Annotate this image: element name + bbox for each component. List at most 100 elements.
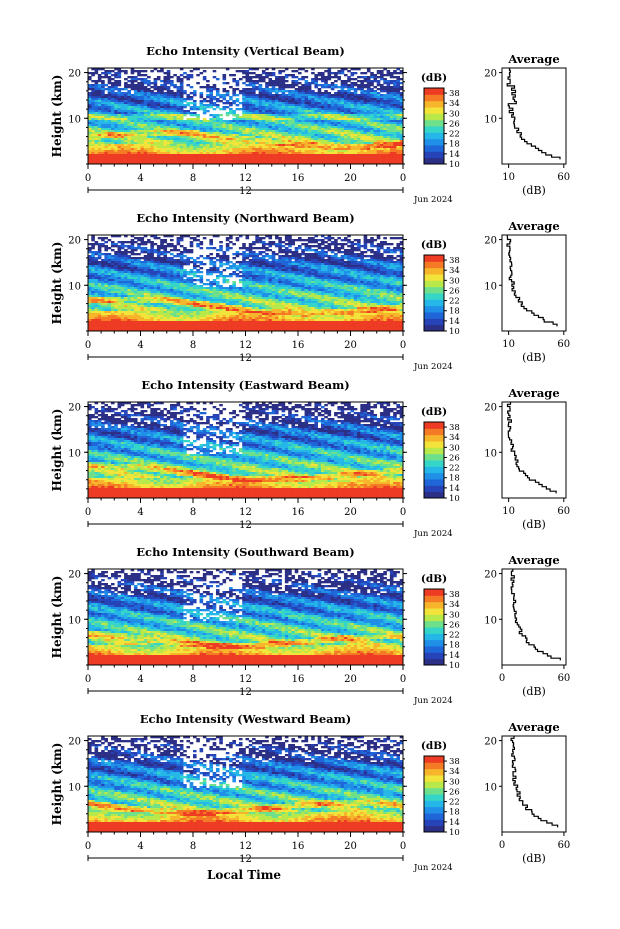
heatmap-cell [291,90,296,93]
heatmap-cell [337,142,341,145]
heatmap-cell [327,96,332,99]
heatmap-cell [189,112,194,115]
heatmap-cell [304,100,309,103]
heatmap-cell [222,138,227,141]
heatmap-cell [238,152,243,155]
heatmap-cell [258,86,263,89]
heatmap-cell [229,235,233,238]
heatmap-cell [360,140,364,143]
heatmap-cell [248,263,253,266]
heatmap-cell [160,138,164,141]
heatmap-cell [225,152,230,155]
heatmap-cell [232,118,236,121]
heatmap-cell [242,70,246,73]
heatmap-cell [156,158,161,161]
heatmap-cell [219,144,223,147]
heatmap-cell [107,158,112,161]
heatmap-cell [97,140,102,143]
heatmap-cell [222,259,227,262]
heatmap-cell [238,142,243,145]
heatmap-cell [88,102,92,105]
heatmap-cell [97,146,102,149]
heatmap-cell [347,88,351,91]
heatmap-cell [366,128,371,131]
heatmap-cell [370,150,374,153]
heatmap-cell [160,243,164,246]
heatmap-cell [147,80,151,83]
heatmap-cell [363,102,368,105]
heatmap-cell [281,100,286,103]
heatmap-cell [222,263,227,266]
heatmap-cell [334,148,338,151]
heatmap-cell [380,144,384,147]
heatmap-cell [193,102,197,105]
heatmap-cell [383,160,387,163]
heatmap-cell [324,116,328,119]
heatmap-cell [284,243,289,246]
heatmap-cell [235,116,240,119]
heatmap-cell [314,134,318,137]
heatmap-cell [173,140,177,143]
heatmap-cell [343,116,348,119]
heatmap-cell [294,261,299,264]
heatmap-cell [304,76,309,79]
heatmap-cell [337,70,341,73]
heatmap-cell [357,94,361,97]
heatmap-cell [330,118,335,121]
heatmap-cell [281,245,286,248]
heatmap-cell [393,124,397,127]
heatmap-cell [258,88,263,91]
heatmap-cell [314,235,318,238]
heatmap-cell [350,249,355,252]
heatmap-cell [363,251,368,254]
heatmap-cell [153,108,158,111]
heatmap-cell [383,158,387,161]
heatmap-cell [127,160,131,163]
heatmap-cell [215,138,220,141]
heatmap-cell [117,150,122,153]
heatmap-cell [288,132,292,135]
heatmap-cell [288,136,292,139]
heatmap-cell [284,116,289,119]
heatmap-cell [288,134,292,137]
heatmap-cell [261,112,266,115]
heatmap-cell [383,146,387,149]
heatmap-cell [153,82,158,85]
heatmap-cell [357,253,361,256]
heatmap-cell [179,138,184,141]
heatmap-cell [242,82,246,85]
heatmap-cell [179,122,184,125]
heatmap-cell [298,90,302,93]
heatmap-cell [393,257,397,260]
y-tick-label: 10 [68,114,81,125]
heatmap-cell [350,120,355,123]
heatmap-cell [314,110,318,113]
heatmap-cell [206,257,210,260]
heatmap-cell [347,142,351,145]
heatmap-cell [114,82,118,85]
heatmap-cell [347,251,351,254]
heatmap-cell [153,144,158,147]
heatmap-cell [160,122,164,125]
heatmap-cell [173,104,177,107]
heatmap-cell [261,132,266,135]
heatmap-cell [278,130,282,133]
heatmap-cell [225,148,230,151]
heatmap-cell [298,148,302,151]
heatmap-cell [281,76,286,79]
heatmap-cell [130,158,135,161]
heatmap-cell [209,243,213,246]
heatmap-cell [150,136,154,139]
heatmap-cell [219,142,223,145]
heatmap-cell [376,257,381,260]
heatmap-cell [153,140,158,143]
heatmap-cell [137,94,141,97]
heatmap-cell [120,241,125,244]
heatmap-cell [383,118,387,121]
heatmap-cell [160,136,164,139]
heatmap-cell [311,237,315,240]
heatmap-cell [370,98,374,101]
heatmap-cell [143,148,148,151]
heatmap-cell [340,259,345,262]
heatmap-cell [320,134,325,137]
